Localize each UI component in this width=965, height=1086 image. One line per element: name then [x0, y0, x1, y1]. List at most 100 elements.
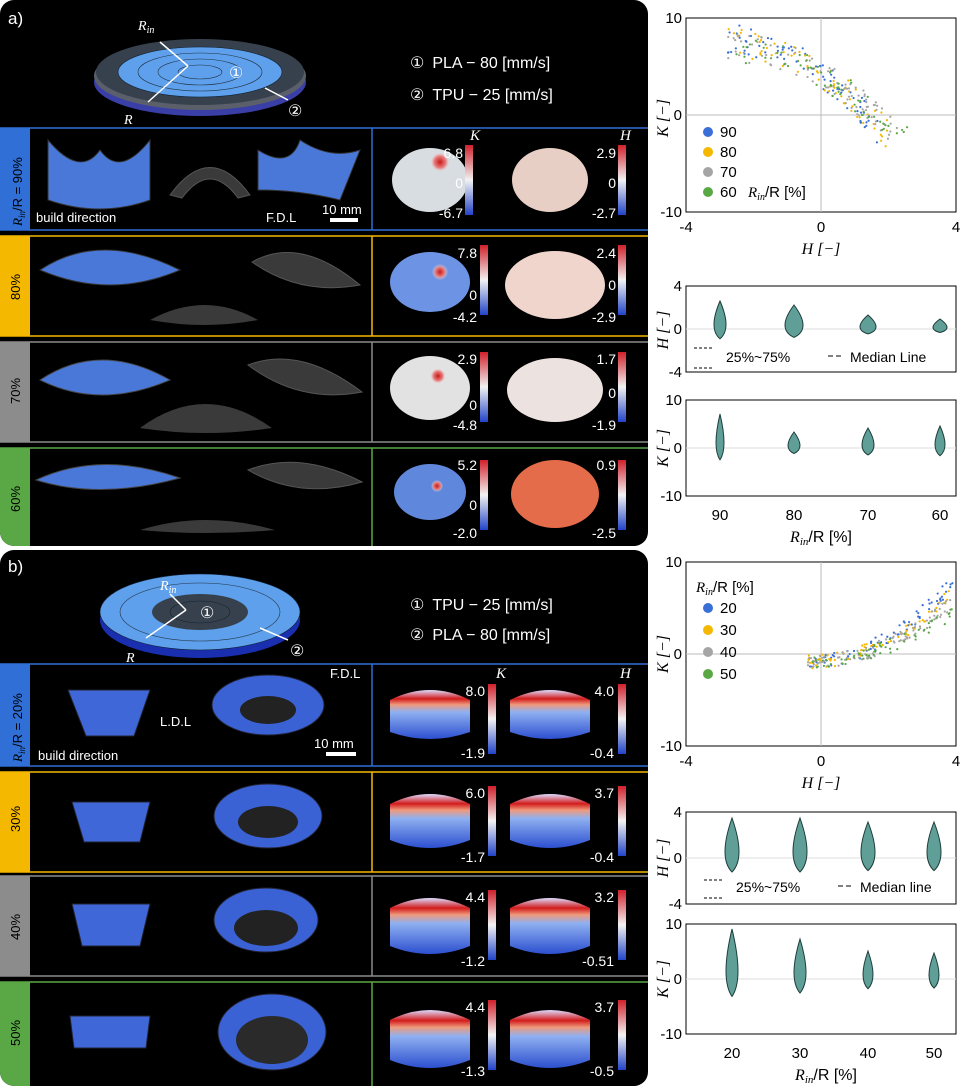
scatter-a-point — [857, 94, 860, 97]
svg-text:-4: -4 — [669, 896, 682, 913]
scatter-a-point — [846, 98, 849, 101]
scatter-a-point — [742, 45, 745, 48]
svg-text:-2.9: -2.9 — [592, 309, 616, 325]
scatter-b-point — [878, 644, 882, 647]
build-direction-a: build direction — [36, 210, 116, 225]
scatter-a-point — [806, 68, 809, 71]
scatter-b-point — [928, 626, 931, 629]
svg-text:0: 0 — [455, 175, 463, 191]
scatter-a-point — [745, 46, 748, 49]
svg-text:Rin/R [%]: Rin/R [%] — [794, 1067, 857, 1086]
scatter-a-point — [749, 34, 752, 38]
scatter-b-point — [869, 647, 872, 650]
scatter-a-point — [872, 122, 875, 126]
violin-shape — [859, 314, 877, 335]
scatter-b-point — [879, 642, 882, 645]
h-map-a-60 — [511, 460, 599, 528]
svg-text:H [−]: H [−] — [801, 775, 841, 792]
violin-shape — [724, 816, 740, 873]
scatter-b-point — [833, 665, 837, 668]
scatter-a-point — [865, 98, 868, 101]
scatter-b-point — [892, 635, 895, 638]
scatter-a-point — [760, 54, 764, 57]
violin-shape — [860, 820, 876, 872]
svg-text:0: 0 — [608, 277, 616, 293]
panel-b-label: b) — [8, 557, 23, 576]
svg-text:Rin/R [%]: Rin/R [%] — [789, 529, 852, 548]
scatter-a-point — [844, 83, 847, 86]
scatter-a-point — [850, 106, 853, 109]
scatter-b-point — [903, 632, 906, 635]
row-b-30: 30% 6.0 -1.7 3.7 -0.4 — [0, 771, 648, 873]
scatter-b-point — [914, 632, 917, 635]
violin-h-a: 4 0 -4 H [−] 25%~75% Median Line — [655, 278, 957, 381]
svg-text:0: 0 — [608, 175, 616, 191]
scatter-b-point — [906, 637, 909, 640]
svg-text:0: 0 — [674, 440, 682, 457]
scatter-b-point — [885, 638, 888, 641]
scatter-a-point — [755, 56, 758, 59]
scatter-a-point — [879, 120, 882, 123]
scatter-b-point — [859, 654, 862, 657]
svg-text:5.2: 5.2 — [458, 457, 478, 473]
scatter-a-point — [827, 70, 830, 73]
scatter-a-point — [727, 28, 730, 31]
scatter-a-point — [727, 51, 730, 54]
svg-text:60: 60 — [932, 507, 949, 524]
scatter-a-point — [811, 80, 814, 83]
svg-text:0.9: 0.9 — [597, 457, 617, 473]
row-a-90: Rin/R = 90% build direction F.D.L 10 mm … — [0, 127, 648, 231]
scatter-b-point — [888, 638, 891, 641]
scatter-a-point — [884, 124, 887, 127]
scatter-a-point — [759, 51, 762, 55]
svg-text:30: 30 — [792, 1045, 809, 1062]
scatter-a-point — [881, 128, 884, 132]
row-a-80: 80% 7.8 0 -4.2 2.4 0 -2.9 — [0, 235, 648, 337]
svg-text:25%~75%: 25%~75% — [726, 349, 790, 365]
svg-text:40: 40 — [720, 644, 737, 661]
scatter-a-point — [860, 96, 864, 99]
scatter-b-point — [875, 645, 878, 648]
scatter-b-point — [915, 610, 918, 613]
scatter-b-point — [943, 592, 946, 596]
sample-photo-a-90-1 — [47, 138, 151, 210]
legend-b-2: ② PLA − 80 [mm/s] — [410, 627, 550, 644]
scatter-b-point — [814, 664, 818, 667]
svg-text:80: 80 — [720, 144, 737, 161]
svg-text:2.9: 2.9 — [597, 145, 617, 161]
scatter-a-point — [889, 115, 892, 118]
svg-text:10 mm: 10 mm — [314, 736, 354, 751]
scatter-b-point — [872, 646, 875, 650]
scatter-b-point — [917, 611, 920, 615]
scatter-a-point — [856, 113, 859, 116]
sample-photo-a-80-2 — [150, 305, 258, 325]
scatter-b-point — [833, 651, 836, 655]
scatter-b-point — [888, 647, 892, 650]
scatter-b-point — [853, 654, 856, 657]
svg-text:40: 40 — [860, 1045, 877, 1062]
svg-text:0: 0 — [608, 385, 616, 401]
scatter-b-point — [846, 655, 850, 658]
scatter-a-point — [727, 56, 730, 60]
scatter-a-point — [839, 93, 842, 96]
svg-text:-10: -10 — [660, 488, 682, 505]
svg-text:H [−]: H [−] — [655, 839, 672, 879]
scatter-a-point — [853, 103, 856, 106]
scatter-a-point — [837, 90, 840, 93]
scatter-a-point — [833, 67, 836, 70]
row-b-50: 50% 4.4 -1.3 3.7 -0.5 — [0, 981, 648, 1086]
scatter-b-point — [849, 658, 852, 661]
scatter-b-point — [938, 601, 941, 604]
violin-shape — [926, 820, 942, 872]
violin-shape — [793, 937, 807, 994]
svg-text:-4: -4 — [679, 219, 692, 236]
scatter-b-point — [829, 662, 832, 666]
scatter-b-point — [821, 659, 825, 662]
svg-text:10: 10 — [665, 392, 682, 409]
scatter-a-point — [884, 145, 887, 148]
scatter-b-point — [921, 604, 924, 607]
scatter-a-point — [815, 83, 818, 86]
scatter-a-point — [807, 66, 810, 70]
scatter-b-point — [930, 619, 934, 622]
k-colorbar-a-90 — [465, 145, 473, 215]
